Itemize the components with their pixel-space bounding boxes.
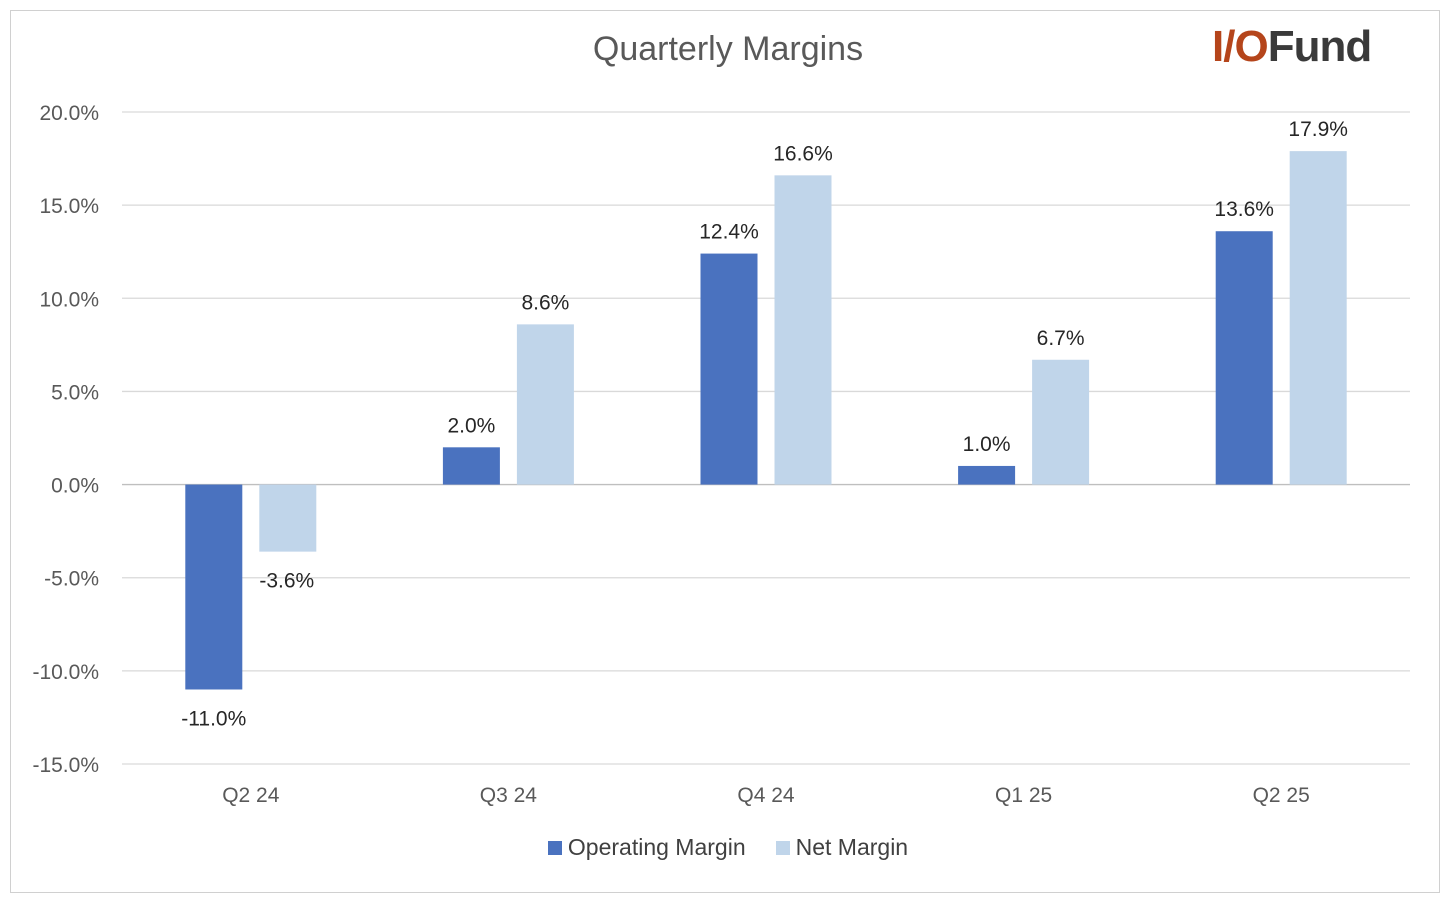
data-label: -11.0%	[181, 707, 246, 730]
bar-operating-4	[1215, 231, 1273, 485]
y-tick-label: 20.0%	[39, 102, 99, 125]
y-tick-label: -15.0%	[32, 754, 99, 777]
data-label: -3.6%	[259, 570, 314, 593]
bar-operating-0	[185, 484, 243, 690]
y-tick-label: 10.0%	[39, 288, 99, 311]
logo-fund: Fund	[1267, 22, 1373, 71]
data-label: 16.6%	[773, 142, 833, 165]
y-tick-label: -5.0%	[44, 568, 99, 591]
data-label: 17.9%	[1288, 118, 1348, 141]
legend-item-operating-margin: Operating Margin	[547, 834, 746, 861]
legend-swatch-operating	[547, 840, 562, 855]
legend-swatch-net	[775, 840, 790, 855]
y-tick-label: 15.0%	[39, 195, 99, 218]
chart-legend: Operating Margin Net Margin	[0, 834, 1456, 861]
legend-item-net-margin: Net Margin	[775, 834, 909, 861]
logo-io: I/O	[1212, 22, 1269, 71]
data-label: 8.6%	[521, 291, 569, 314]
bar-net-2	[774, 175, 832, 485]
x-tick-label: Q3 24	[480, 784, 538, 807]
data-label: 6.7%	[1037, 327, 1085, 350]
data-label: 2.0%	[447, 414, 495, 437]
x-tick-label: Q2 25	[1253, 784, 1310, 807]
y-tick-label: 0.0%	[51, 475, 99, 498]
x-tick-label: Q1 25	[995, 784, 1052, 807]
x-tick-label: Q2 24	[222, 784, 280, 807]
data-label: 1.0%	[963, 433, 1011, 456]
chart-title: Quarterly Margins	[592, 30, 864, 68]
bar-net-3	[1032, 359, 1090, 485]
bar-net-1	[516, 324, 574, 485]
bar-operating-1	[442, 447, 500, 485]
io-fund-logo: I/OFund	[1212, 22, 1373, 72]
bar-operating-3	[958, 465, 1016, 485]
y-tick-label: 5.0%	[51, 381, 99, 404]
x-tick-label: Q4 24	[737, 784, 795, 807]
bar-net-0	[259, 484, 317, 552]
bar-net-4	[1289, 151, 1347, 485]
data-label: 12.4%	[699, 221, 759, 244]
legend-label-operating: Operating Margin	[567, 834, 746, 860]
bar-operating-2	[700, 253, 758, 485]
y-tick-label: -10.0%	[32, 661, 99, 684]
legend-label-net: Net Margin	[795, 834, 909, 860]
data-label: 13.6%	[1214, 198, 1274, 221]
